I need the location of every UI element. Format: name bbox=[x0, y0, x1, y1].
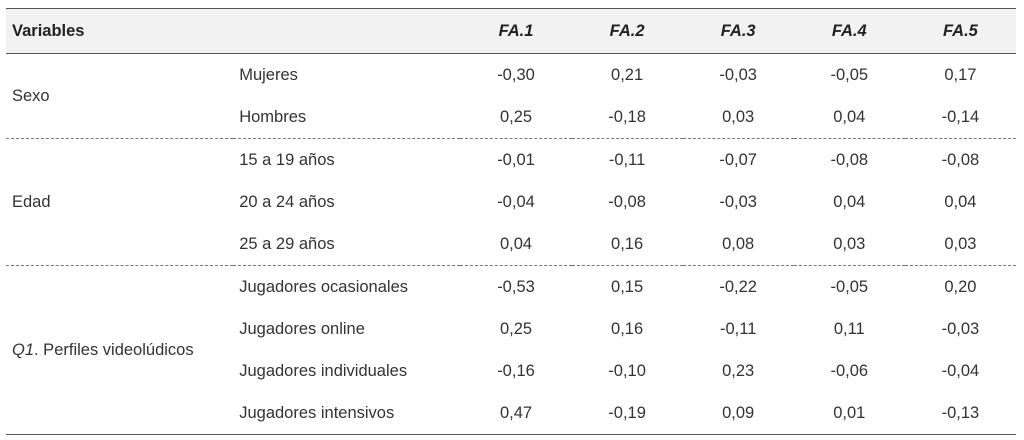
table-row: Sexo Mujeres -0,30 0,21 -0,03 -0,05 0,17 bbox=[6, 53, 1016, 139]
cell-value: 0,11 bbox=[833, 319, 865, 338]
header-fa4: FA.4 bbox=[793, 8, 905, 54]
cell-value: 0,23 bbox=[722, 361, 755, 380]
cell-value: -0,03 bbox=[719, 65, 757, 84]
group-label-sexo: Sexo bbox=[6, 53, 234, 139]
results-table-container: Variables FA.1 FA.2 FA.3 FA.4 FA.5 Sexo … bbox=[6, 8, 1016, 435]
cell-value: 0,16 bbox=[611, 319, 644, 338]
cell-value: -0,18 bbox=[571, 96, 683, 139]
group-label-edad: Edad bbox=[6, 138, 234, 266]
cell-value: -0,11 bbox=[719, 319, 757, 338]
row-label: 25 a 29 años bbox=[233, 223, 461, 266]
row-label: Jugadores individuales bbox=[239, 361, 408, 380]
cell-value: -0,08 bbox=[941, 150, 980, 169]
header-fa1: FA.1 bbox=[460, 8, 572, 54]
cell-value: 0,25 bbox=[460, 96, 572, 139]
cell-value: -0,22 bbox=[719, 277, 757, 296]
cell-value: 0,15 bbox=[611, 277, 644, 296]
cell-value: -0,11 bbox=[608, 150, 646, 169]
table-row: Jugadores individuales -0,16 -0,10 0,23 … bbox=[6, 350, 1016, 392]
cell-value: 0,16 bbox=[571, 223, 683, 266]
row-label: Jugadores ocasionales bbox=[239, 277, 408, 296]
cell-value: -0,30 bbox=[497, 65, 535, 84]
group-label-perfiles: Q1. Perfiles videolúdicos bbox=[6, 265, 234, 435]
row-label: Hombres bbox=[233, 96, 461, 139]
row-label: Mujeres bbox=[239, 65, 298, 84]
row-label: 15 a 19 años bbox=[239, 150, 335, 169]
cell-value: -0,07 bbox=[719, 150, 757, 169]
cell-value: 0,03 bbox=[904, 223, 1016, 266]
table-row: Hombres 0,25 -0,18 0,03 0,04 -0,14 bbox=[6, 96, 1016, 139]
cell-value: -0,05 bbox=[830, 65, 869, 84]
cell-value: -0,10 bbox=[608, 361, 646, 380]
header-variables: Variables bbox=[6, 8, 461, 54]
group-label-prefix: Q1 bbox=[12, 340, 35, 359]
cell-value: 0,08 bbox=[682, 223, 794, 266]
cell-value: -0,06 bbox=[830, 361, 869, 380]
cell-value: 0,47 bbox=[460, 392, 572, 435]
table-row: Edad 15 a 19 años -0,01 -0,11 -0,07 -0,0… bbox=[6, 138, 1016, 266]
row-label: 20 a 24 años bbox=[239, 192, 335, 211]
header-fa5: FA.5 bbox=[904, 8, 1016, 54]
header-fa3: FA.3 bbox=[682, 8, 794, 54]
cell-value: -0,04 bbox=[941, 361, 980, 380]
factor-table: Variables FA.1 FA.2 FA.3 FA.4 FA.5 Sexo … bbox=[6, 8, 1016, 435]
cell-value: -0,13 bbox=[904, 392, 1016, 435]
cell-value: -0,53 bbox=[497, 277, 535, 296]
group-label-rest: . Perfiles videolúdicos bbox=[34, 340, 194, 359]
header-row: Variables FA.1 FA.2 FA.3 FA.4 FA.5 bbox=[6, 8, 1016, 54]
table-row: 25 a 29 años 0,04 0,16 0,08 0,03 0,03 bbox=[6, 223, 1016, 266]
cell-value: -0,01 bbox=[497, 150, 535, 169]
cell-value: -0,03 bbox=[941, 319, 980, 338]
cell-value: 0,20 bbox=[944, 277, 977, 296]
cell-value: 0,04 bbox=[944, 192, 977, 211]
cell-value: 0,25 bbox=[499, 319, 533, 338]
cell-value: 0,04 bbox=[793, 96, 905, 139]
cell-value: 0,09 bbox=[682, 392, 794, 435]
row-label: Jugadores intensivos bbox=[233, 392, 461, 435]
cell-value: -0,19 bbox=[571, 392, 683, 435]
cell-value: 0,03 bbox=[793, 223, 905, 266]
cell-value: 0,01 bbox=[793, 392, 905, 435]
cell-value: 0,21 bbox=[611, 65, 644, 84]
table-row: Q1. Perfiles videolúdicos Jugadores ocas… bbox=[6, 265, 1016, 435]
cell-value: -0,04 bbox=[497, 192, 535, 211]
cell-value: 0,17 bbox=[944, 65, 977, 84]
header-fa2: FA.2 bbox=[571, 8, 683, 54]
cell-value: 0,03 bbox=[682, 96, 794, 139]
cell-value: -0,14 bbox=[904, 96, 1016, 139]
cell-value: -0,16 bbox=[497, 361, 535, 380]
table-row: 20 a 24 años -0,04 -0,08 -0,03 0,04 0,04 bbox=[6, 181, 1016, 223]
cell-value: -0,08 bbox=[830, 150, 869, 169]
table-row: Jugadores intensivos 0,47 -0,19 0,09 0,0… bbox=[6, 392, 1016, 435]
cell-value: -0,08 bbox=[608, 192, 646, 211]
cell-value: -0,03 bbox=[719, 192, 757, 211]
cell-value: 0,04 bbox=[460, 223, 572, 266]
row-label: Jugadores online bbox=[239, 319, 365, 338]
table-row: Jugadores online 0,25 0,16 -0,11 0,11 -0… bbox=[6, 308, 1016, 350]
cell-value: 0,04 bbox=[833, 192, 866, 211]
cell-value: -0,05 bbox=[830, 277, 869, 296]
